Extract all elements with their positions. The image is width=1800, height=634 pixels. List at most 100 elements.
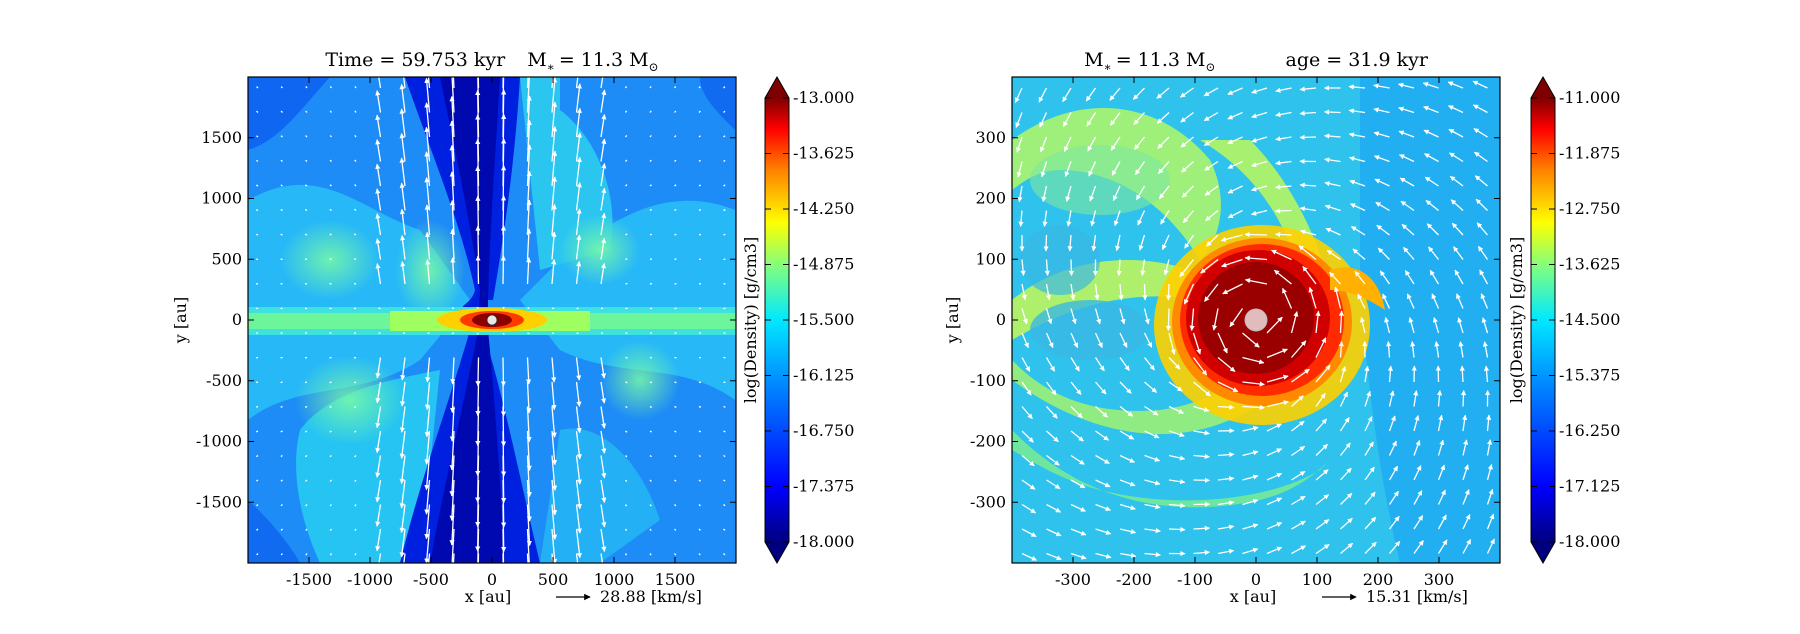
velocity-arrow [355,529,356,531]
velocity-arrow [281,456,283,457]
velocity-arrow [478,358,479,386]
velocity-arrow [330,382,332,383]
panel-1-velocity-key: 28.88 [km/s] [600,587,702,606]
colorbar-tick-label: -15.375 [1559,366,1620,385]
velocity-arrow [626,259,628,260]
velocity-arrow [256,382,258,383]
velocity-arrow [330,234,332,235]
colorbar-tick-label: -12.750 [1559,199,1620,218]
velocity-arrow [724,234,726,235]
velocity-arrow [528,308,530,309]
x-tick-label: -1500 [286,570,332,589]
velocity-arrow [699,185,701,186]
velocity-arrow [626,382,628,383]
velocity-arrow [626,86,627,88]
velocity-arrow [452,333,454,334]
velocity-arrow [354,234,356,235]
x-tick-label: 500 [538,570,569,589]
velocity-arrow [281,210,283,211]
velocity-arrow [699,210,701,211]
panel-1-colorbar-lower-extension [765,542,789,563]
y-tick-label: -500 [206,371,242,390]
velocity-arrow [626,234,628,235]
velocity-arrow [675,209,677,210]
velocity-arrow [699,431,701,432]
velocity-arrow [528,333,530,334]
velocity-arrow [256,185,258,186]
y-tick-label: 200 [975,189,1006,208]
velocity-arrow [478,529,479,576]
panel-2-velocity-key: 15.31 [km/s] [1366,587,1468,606]
velocity-arrow [699,259,701,260]
velocity-arrow [355,86,356,88]
y-tick-label: 1500 [201,128,242,147]
colorbar-tick-label: -16.250 [1559,421,1620,440]
velocity-arrow [256,259,258,260]
velocity-arrow [354,259,356,260]
panel-2-colorbar-lower-extension [1531,542,1555,563]
y-tick-label: 1000 [201,189,242,208]
panel-1-xlabel: x [au] [465,587,511,606]
colorbar-tick-label: -17.375 [793,477,854,496]
velocity-arrow [354,382,356,383]
velocity-arrow [452,308,454,309]
panel-2-colorbar-upper-extension [1531,77,1555,98]
velocity-arrow [724,407,726,408]
velocity-arrow [305,209,307,210]
panel-2-ylabel: y [au] [943,297,962,344]
velocity-arrow [699,407,701,408]
velocity-arrow [675,431,677,432]
panel-2-density-map [1012,77,1500,563]
velocity-arrow [650,382,652,383]
y-tick-label: 500 [211,249,242,268]
velocity-arrow [699,234,701,235]
velocity-arrow [650,407,652,408]
colorbar-tick-label: -17.125 [1559,477,1620,496]
velocity-arrow [305,234,307,235]
velocity-arrow [355,111,356,113]
x-tick-label: -100 [1177,570,1213,589]
panel-1-colorbar-label: log(Density) [g/cm3] [741,237,760,403]
velocity-arrow [256,407,258,408]
x-tick-label: -500 [413,570,449,589]
velocity-arrow [1325,112,1341,113]
velocity-arrow [1276,234,1292,235]
colorbar-tick-label: -14.500 [1559,310,1620,329]
velocity-arrow [650,259,652,260]
velocity-arrow [724,382,726,383]
velocity-arrow [675,259,677,260]
velocity-arrow [330,407,332,408]
velocity-arrow [675,234,677,235]
velocity-arrow [305,382,307,383]
velocity-arrow [699,456,701,457]
x-tick-label: -200 [1116,570,1152,589]
velocity-arrow [281,431,283,432]
y-tick-label: 0 [996,310,1006,329]
x-tick-label: 100 [1302,570,1333,589]
velocity-arrow [330,259,332,260]
x-tick-label: -1000 [347,570,393,589]
colorbar-tick-label: -13.625 [1559,255,1620,274]
velocity-arrow [503,529,504,576]
velocity-arrow [1046,235,1047,251]
panel-2-colorbar: -11.000-11.875-12.750-13.625-14.500-15.3… [1507,77,1620,563]
velocity-arrow [1463,391,1464,407]
velocity-arrow [305,407,307,408]
colorbar-tick-label: -18.000 [1559,532,1620,551]
colorbar-tick-label: -13.000 [793,88,854,107]
colorbar-tick-label: -14.875 [793,255,854,274]
velocity-arrow [1245,234,1267,235]
velocity-arrow [1071,260,1072,276]
panel-2-xlabel: x [au] [1230,587,1276,606]
velocity-arrow [626,407,628,408]
velocity-arrow [1145,284,1146,300]
velocity-arrow [724,259,726,260]
velocity-arrow [1168,309,1169,331]
velocity-arrow [650,234,652,235]
y-tick-label: 300 [975,128,1006,147]
velocity-arrow [281,407,283,408]
velocity-arrow [724,185,726,186]
velocity-arrow [354,283,356,284]
